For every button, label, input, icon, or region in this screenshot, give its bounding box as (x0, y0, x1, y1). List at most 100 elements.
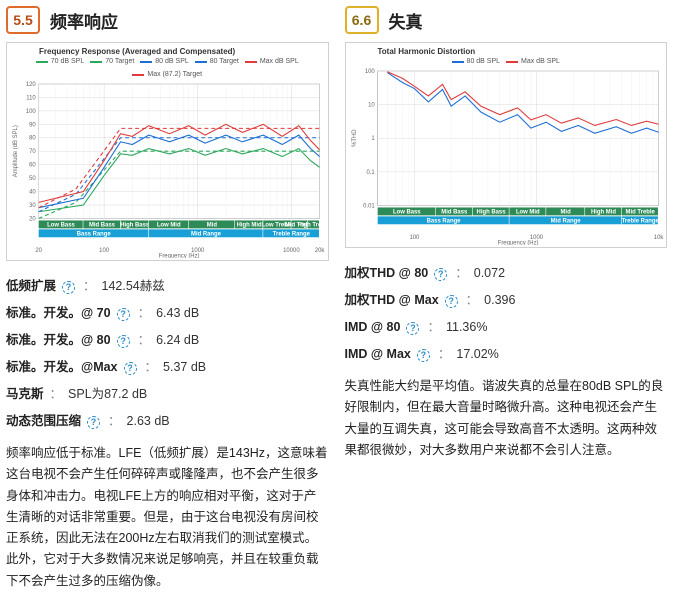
spec-value: 2.63 dB (127, 414, 170, 428)
svg-text:Frequency (Hz): Frequency (Hz) (497, 241, 538, 245)
chart-legend: 70 dB SPL 70 Target 80 dB SPL 80 Target Max … (9, 58, 326, 78)
spec-list: 加权THD @ 80?：0.072加权THD @ Max?：0.396IMD @… (345, 258, 668, 366)
svg-text:1: 1 (371, 136, 374, 142)
spec-row: 加权THD @ 80?：0.072 (345, 258, 668, 285)
svg-text:50: 50 (29, 176, 36, 182)
svg-text:Mid Bass: Mid Bass (441, 209, 468, 215)
chart-distortion: Total Harmonic Distortion 80 dB SPLMax d… (345, 42, 668, 248)
body-text: 失真性能大约是平均值。谐波失真的总量在80dB SPL的良好限制内，但在最大音量… (345, 376, 668, 461)
spec-value: 11.36% (446, 320, 487, 334)
chart-svg: 0.010.1110100100100010k%THDFrequency (Hz… (348, 67, 665, 245)
score-badge: 5.5 (6, 6, 40, 34)
help-icon[interactable]: ? (417, 349, 430, 362)
svg-text:100: 100 (409, 235, 420, 241)
spec-row: 标准。开发。@ 80?：6.24 dB (6, 325, 329, 352)
spec-row: 动态范围压缩?：2.63 dB (6, 406, 329, 433)
svg-text:Low Mid: Low Mid (157, 222, 181, 228)
legend-item: Max dB SPL (245, 58, 299, 65)
chart-title: Frequency Response (Averaged and Compens… (9, 47, 326, 56)
svg-text:High Mid: High Mid (237, 222, 262, 228)
help-icon[interactable]: ? (445, 295, 458, 308)
body-text: 频率响应低于标准。LFE（低频扩展）是143Hz，这意味着这台电视不会产生任何碎… (6, 443, 329, 592)
svg-text:110: 110 (26, 95, 36, 101)
legend-item: 80 dB SPL (452, 58, 500, 65)
svg-text:Treble Range: Treble Range (621, 218, 659, 224)
svg-text:20k: 20k (315, 248, 325, 254)
svg-text:10: 10 (368, 103, 375, 109)
panel-header: 6.6 失真 (345, 6, 668, 34)
svg-text:High Bass: High Bass (120, 222, 150, 228)
svg-text:Bass Range: Bass Range (77, 231, 112, 237)
spec-value: 17.02% (456, 347, 498, 361)
spec-value: SPL为87.2 dB (68, 383, 147, 402)
legend-item: 70 Target (90, 58, 134, 65)
spec-value: 142.54赫兹 (102, 275, 165, 294)
svg-text:Treble Range: Treble Range (273, 231, 311, 237)
spec-row: 马克斯：SPL为87.2 dB (6, 379, 329, 406)
panel-frequency-response: 5.5 频率响应 Frequency Response (Averaged an… (6, 6, 329, 592)
spec-label: 标准。开发。@Max (6, 356, 118, 375)
svg-text:Low Mid: Low Mid (515, 209, 539, 215)
spec-label: 马克斯 (6, 383, 44, 402)
legend-item: Max (87.2) Target (132, 71, 202, 78)
section-title: 频率响应 (50, 8, 118, 33)
legend-item: 70 dB SPL (36, 58, 84, 65)
help-icon[interactable]: ? (117, 308, 130, 321)
spec-label: IMD @ 80 (345, 320, 401, 334)
svg-text:High Bass: High Bass (476, 209, 506, 215)
svg-text:Bass Range: Bass Range (426, 218, 461, 224)
help-icon[interactable]: ? (117, 335, 130, 348)
spec-label: 加权THD @ 80 (345, 262, 429, 281)
spec-row: 标准。开发。@Max?：5.37 dB (6, 352, 329, 379)
svg-text:Frequency (Hz): Frequency (Hz) (159, 254, 200, 258)
svg-text:100: 100 (99, 248, 110, 254)
chart-title: Total Harmonic Distortion (348, 47, 665, 56)
spec-row: 低频扩展?：142.54赫兹 (6, 271, 329, 298)
help-icon[interactable]: ? (87, 416, 100, 429)
svg-text:Mid Range: Mid Range (191, 231, 222, 237)
svg-text:60: 60 (29, 163, 36, 169)
spec-value: 0.072 (474, 266, 505, 280)
legend-item: 80 Target (195, 58, 239, 65)
help-icon[interactable]: ? (124, 362, 137, 375)
svg-text:100: 100 (26, 109, 37, 115)
spec-label: 低频扩展 (6, 275, 56, 294)
panel-distortion: 6.6 失真 Total Harmonic Distortion 80 dB S… (345, 6, 668, 592)
chart-svg: 2030405060708090100110120201001000100002… (9, 80, 326, 258)
spec-label: IMD @ Max (345, 347, 411, 361)
spec-label: 动态范围压缩 (6, 410, 81, 429)
svg-text:0.01: 0.01 (363, 203, 375, 209)
legend-item: 80 dB SPL (140, 58, 188, 65)
spec-value: 6.24 dB (156, 333, 199, 347)
svg-text:90: 90 (29, 122, 36, 128)
help-icon[interactable]: ? (406, 322, 419, 335)
spec-row: IMD @ Max?：17.02% (345, 339, 668, 366)
spec-row: 加权THD @ Max?：0.396 (345, 285, 668, 312)
svg-text:10k: 10k (653, 235, 663, 241)
spec-label: 标准。开发。@ 80 (6, 329, 111, 348)
svg-text:Mid Bass: Mid Bass (89, 222, 116, 228)
spec-value: 5.37 dB (163, 360, 206, 374)
svg-text:20: 20 (35, 248, 42, 254)
section-title: 失真 (389, 8, 423, 33)
spec-list: 低频扩展?：142.54赫兹标准。开发。@ 70?：6.43 dB标准。开发。@… (6, 271, 329, 433)
spec-row: IMD @ 80?：11.36% (345, 312, 668, 339)
spec-label: 加权THD @ Max (345, 289, 439, 308)
svg-text:100: 100 (364, 69, 375, 75)
spec-label: 标准。开发。@ 70 (6, 302, 111, 321)
svg-text:10000: 10000 (283, 248, 300, 254)
spec-value: 0.396 (484, 293, 515, 307)
help-icon[interactable]: ? (62, 281, 75, 294)
svg-text:40: 40 (29, 190, 36, 196)
svg-text:80: 80 (29, 136, 36, 142)
help-icon[interactable]: ? (434, 268, 447, 281)
svg-text:Low Bass: Low Bass (47, 222, 75, 228)
svg-text:70: 70 (29, 149, 36, 155)
svg-text:High Mid: High Mid (590, 209, 615, 215)
svg-text:Mid Treble: Mid Treble (625, 209, 655, 215)
svg-text:Mid: Mid (207, 222, 218, 228)
score-badge: 6.6 (345, 6, 379, 34)
svg-text:Amplitude (dB SPL): Amplitude (dB SPL) (13, 125, 19, 177)
svg-text:Mid: Mid (560, 209, 571, 215)
svg-text:0.1: 0.1 (366, 170, 374, 176)
